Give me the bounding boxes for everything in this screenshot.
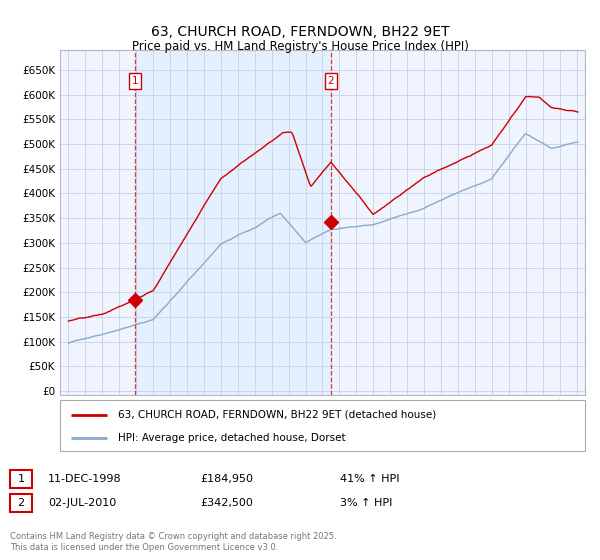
Text: Contains HM Land Registry data © Crown copyright and database right 2025.
This d: Contains HM Land Registry data © Crown c… — [10, 533, 337, 552]
Text: 02-JUL-2010: 02-JUL-2010 — [48, 498, 116, 508]
Text: £184,950: £184,950 — [200, 474, 253, 484]
Text: 11-DEC-1998: 11-DEC-1998 — [48, 474, 122, 484]
Bar — [136, 50, 331, 395]
Text: Price paid vs. HM Land Registry's House Price Index (HPI): Price paid vs. HM Land Registry's House … — [131, 40, 469, 53]
Text: 2: 2 — [328, 76, 334, 86]
Text: £342,500: £342,500 — [200, 498, 253, 508]
Bar — [10, 470, 32, 488]
Bar — [10, 494, 32, 512]
Text: 63, CHURCH ROAD, FERNDOWN, BH22 9ET (detached house): 63, CHURCH ROAD, FERNDOWN, BH22 9ET (det… — [118, 409, 436, 419]
Text: 3% ↑ HPI: 3% ↑ HPI — [340, 498, 392, 508]
Text: 1: 1 — [17, 474, 25, 484]
Text: 41% ↑ HPI: 41% ↑ HPI — [340, 474, 400, 484]
Text: 1: 1 — [132, 76, 139, 86]
Text: 2: 2 — [17, 498, 25, 508]
Text: 63, CHURCH ROAD, FERNDOWN, BH22 9ET: 63, CHURCH ROAD, FERNDOWN, BH22 9ET — [151, 25, 449, 39]
Text: HPI: Average price, detached house, Dorset: HPI: Average price, detached house, Dors… — [118, 433, 346, 443]
